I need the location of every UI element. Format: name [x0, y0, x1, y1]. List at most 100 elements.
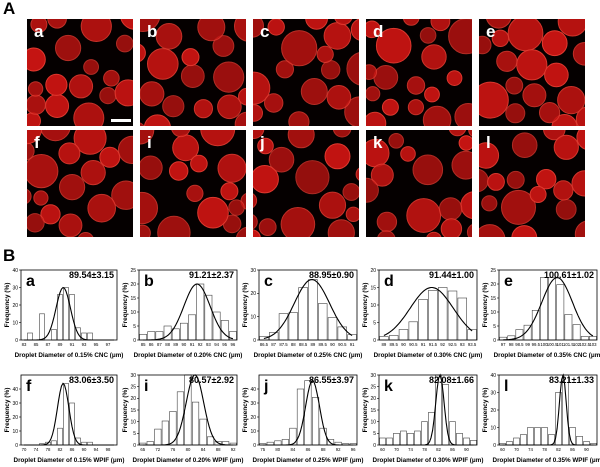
droplet: [217, 153, 246, 183]
micrograph-label: d: [373, 22, 384, 41]
x-tick-label: 60: [380, 447, 385, 452]
gaussian-fit-line: [502, 373, 594, 446]
histogram-bar: [400, 430, 407, 446]
histogram-svg: 0 5 10 15 20 89 89.5 90 90.5 91 91.5 92 92.5 93 93.5 Fr…: [362, 268, 483, 359]
histogram-letter: d: [384, 273, 394, 290]
micrograph-a: a: [27, 19, 133, 126]
x-tick-label: 93: [460, 342, 465, 347]
y-tick-label: 20: [12, 303, 18, 309]
x-tick-label: 99: [525, 342, 530, 347]
droplet: [27, 154, 59, 189]
droplet: [213, 61, 245, 93]
droplet: [190, 154, 208, 173]
droplet: [406, 198, 442, 233]
droplet: [557, 86, 585, 115]
x-tick-label: 96: [231, 342, 236, 347]
droplet: [157, 215, 191, 237]
histogram-bar: [318, 303, 328, 341]
histogram-svg: 0 10 20 30 40 83 85 87 89 91 93 95 97 Frequency (%) Dr…: [4, 268, 123, 359]
droplet: [58, 142, 81, 165]
droplet: [193, 99, 214, 119]
x-tick-label: 97: [501, 342, 506, 347]
mean-sd-annotation: 86.55±3.97: [309, 375, 354, 385]
droplet: [572, 42, 585, 66]
histogram-bar: [463, 437, 470, 446]
droplet: [506, 170, 525, 189]
droplet: [27, 188, 32, 204]
x-axis-label: Droplet Diameter of 0.30% CNC (μm): [374, 352, 483, 359]
droplet: [27, 130, 43, 145]
x-tick-label: 89: [58, 342, 63, 347]
x-tick-label: 91: [190, 342, 195, 347]
mean-sd-annotation: 91.44±1.00: [429, 270, 474, 280]
histogram-svg: 0 5 10 15 20 25 85 86 87 88 89 90 91 92 93 94 95 96 Freque…: [122, 268, 242, 359]
histogram-svg: 0 10 20 30 40 75 80 84 86 88 92 96 Frequency (%) Drop…: [242, 374, 363, 464]
droplet: [406, 76, 426, 95]
x-tick-label: 87.5: [279, 342, 288, 347]
y-axis-label: Frequency (%): [362, 388, 369, 433]
x-tick-label: 88: [321, 447, 326, 452]
x-axis-label: Droplet Diameter of 0.30% WPIF (μm): [373, 457, 484, 464]
plot-frame: [258, 269, 358, 341]
droplet: [258, 218, 277, 236]
droplet: [200, 130, 236, 147]
x-tick-label: 93: [206, 342, 211, 347]
histogram-bar: [229, 331, 237, 341]
x-tick-label: 83: [22, 342, 27, 347]
droplet: [253, 165, 279, 194]
y-axis-label: Frequency (%): [242, 388, 249, 433]
histogram-bar: [407, 433, 414, 446]
y-tick-label: 10: [250, 314, 256, 320]
x-tick-label: 88: [165, 342, 170, 347]
histogram-bar: [192, 401, 200, 446]
histogram-bar: [171, 328, 180, 341]
droplet: [479, 35, 492, 55]
droplet: [424, 86, 440, 103]
y-tick-label: 30: [370, 373, 376, 379]
mean-sd-annotation: 80.57±2.92: [189, 375, 234, 385]
x-tick-label: 89.5: [319, 342, 328, 347]
x-tick-label: 99.5: [532, 342, 541, 347]
droplet: [326, 85, 352, 110]
mean-sd-annotation: 82.08±1.66: [429, 375, 474, 385]
droplet-field: [253, 130, 359, 237]
x-tick-label: 89: [311, 342, 316, 347]
x-axis-label: Droplet Diameter of 0.20% WPIF (μm): [133, 457, 244, 464]
y-tick-label: 10: [12, 320, 18, 326]
x-tick-label: 92: [231, 447, 236, 452]
histogram-bar: [456, 433, 463, 446]
histogram-letter: l: [504, 378, 508, 395]
droplet: [45, 73, 68, 96]
x-tick-label: 90.5: [338, 342, 347, 347]
histogram-bar: [51, 440, 57, 446]
gaussian-fit-line: [24, 382, 114, 446]
x-axis-label: Droplet Diameter of 0.25% WPIF (μm): [253, 457, 364, 464]
droplet: [529, 186, 547, 203]
y-tick-label: 5: [373, 320, 376, 326]
micrograph-label: b: [147, 22, 158, 41]
micrograph-j: j: [253, 130, 359, 237]
histogram-bar: [438, 287, 448, 341]
droplet: [68, 74, 94, 99]
droplet-field: [140, 130, 246, 237]
droplet: [468, 130, 472, 137]
y-tick-label: 5: [133, 431, 136, 437]
droplet: [451, 150, 472, 180]
droplet: [228, 199, 245, 216]
droplet: [505, 76, 524, 95]
droplet: [116, 34, 133, 53]
plot-frame: [498, 269, 598, 341]
droplet: [253, 193, 258, 208]
x-tick-label: 95: [222, 342, 227, 347]
y-tick-label: 5: [493, 324, 496, 330]
droplet: [217, 94, 242, 120]
histogram-svg: 0 5 10 15 20 25 97 98 98.5 99 99.5 100 100.5 101 101.5…: [482, 268, 600, 359]
micrograph-label: a: [34, 22, 44, 41]
droplet: [491, 29, 510, 47]
x-tick-label: 92: [198, 342, 203, 347]
droplet: [300, 78, 328, 105]
histogram-e: 0 5 10 15 20 25 97 98 98.5 99 99.5 100 100.5 101 101.5…: [480, 260, 600, 360]
mean-sd-annotation: 83.06±3.50: [69, 375, 114, 385]
micrograph-label: f: [34, 133, 40, 152]
gaussian-fit-line: [24, 286, 114, 341]
